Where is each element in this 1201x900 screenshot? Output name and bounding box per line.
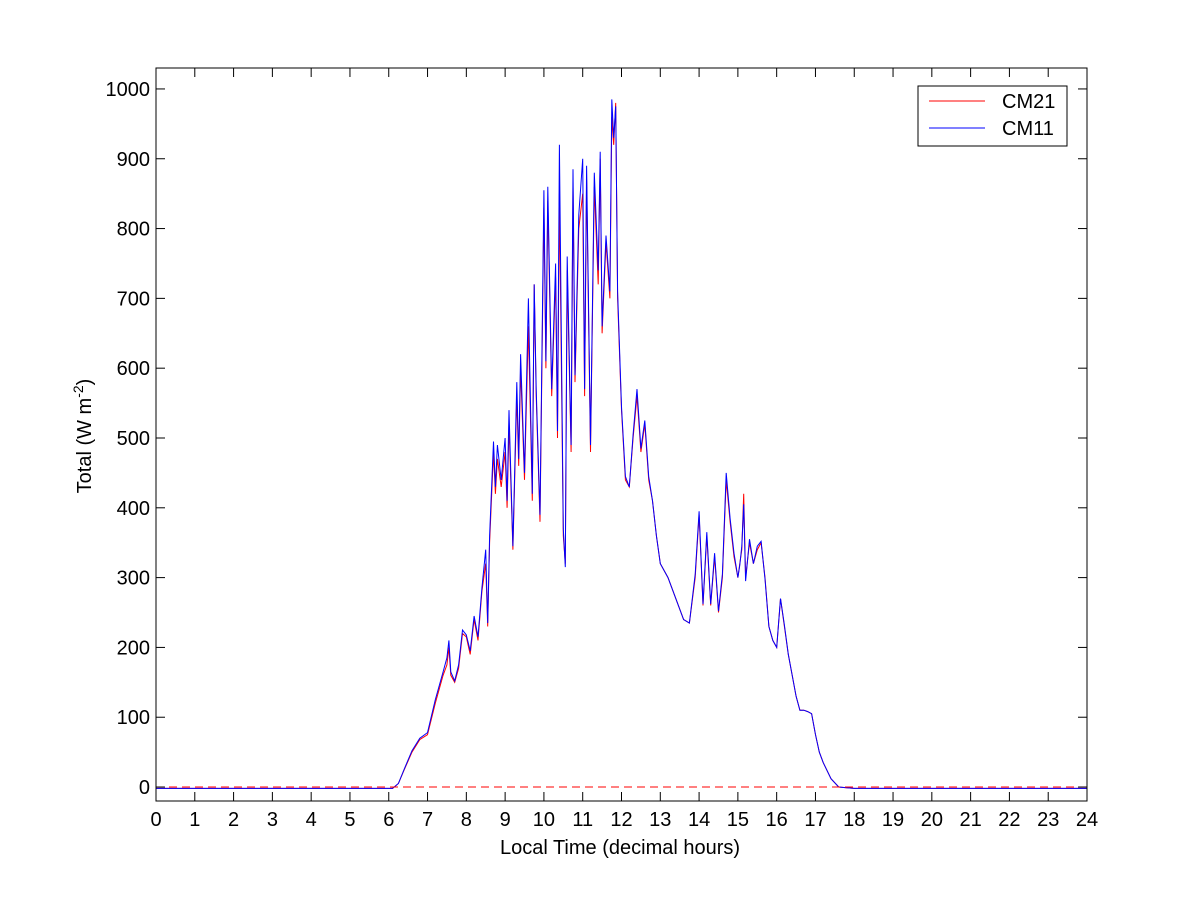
x-tick-label: 7 (422, 809, 433, 831)
x-axis-label: Local Time (decimal hours) (500, 837, 740, 859)
x-tick-label: 12 (610, 809, 632, 831)
x-tick-label: 1 (189, 809, 200, 831)
y-tick-label: 800 (117, 219, 150, 241)
legend-label-cm21: CM21 (1002, 91, 1055, 113)
series-line-cm11 (156, 99, 1087, 789)
y-tick-label: 1000 (106, 79, 151, 101)
y-axis-label: Total (W m-2) (70, 379, 96, 494)
x-tick-label: 6 (383, 809, 394, 831)
legend-box (917, 85, 1068, 147)
y-axis-label-suffix: ) (74, 379, 96, 386)
x-tick-label: 24 (1076, 809, 1098, 831)
y-tick-label: 700 (117, 288, 150, 310)
y-tick-label: 400 (117, 498, 150, 520)
y-axis-label-superscript: -2 (70, 385, 86, 398)
y-tick-label: 600 (117, 358, 150, 380)
x-tick-label: 0 (150, 809, 161, 831)
y-tick-label: 900 (117, 149, 150, 171)
y-tick-label: 300 (117, 568, 150, 590)
x-tick-label: 16 (766, 809, 788, 831)
x-tick-label: 11 (572, 809, 593, 831)
y-tick-label: 0 (139, 777, 150, 799)
x-tick-label: 2 (228, 809, 239, 831)
y-tick-label: 200 (117, 637, 150, 659)
x-tick-label: 8 (461, 809, 472, 831)
y-tick-label: 500 (117, 428, 150, 450)
x-tick-label: 3 (267, 809, 278, 831)
x-tick-label: 5 (344, 809, 355, 831)
y-tick-label: 100 (117, 707, 150, 729)
x-tick-label: 10 (533, 809, 555, 831)
x-tick-label: 19 (882, 809, 904, 831)
x-tick-label: 4 (306, 809, 317, 831)
x-tick-label: 15 (727, 809, 749, 831)
x-tick-label: 17 (804, 809, 826, 831)
x-tick-label: 9 (500, 809, 511, 831)
x-tick-label: 14 (688, 809, 710, 831)
x-tick-label: 21 (960, 809, 982, 831)
plot-layer (156, 99, 1087, 789)
y-axis-label-main: Total (W m (74, 398, 96, 494)
x-tick-label: 23 (1037, 809, 1059, 831)
legend: CM21 CM11 (917, 85, 1068, 147)
x-tick-label: 18 (843, 809, 865, 831)
legend-label-cm11: CM11 (1002, 118, 1054, 140)
x-tick-label: 22 (998, 809, 1020, 831)
axes-layer: 0 1 2 3 4 5 6 7 8 9 10 11 12 13 14 15 16 17 18 19 20 21 22 23 24… (106, 67, 1098, 831)
x-tick-label: 13 (649, 809, 671, 831)
x-tick-label: 20 (921, 809, 943, 831)
